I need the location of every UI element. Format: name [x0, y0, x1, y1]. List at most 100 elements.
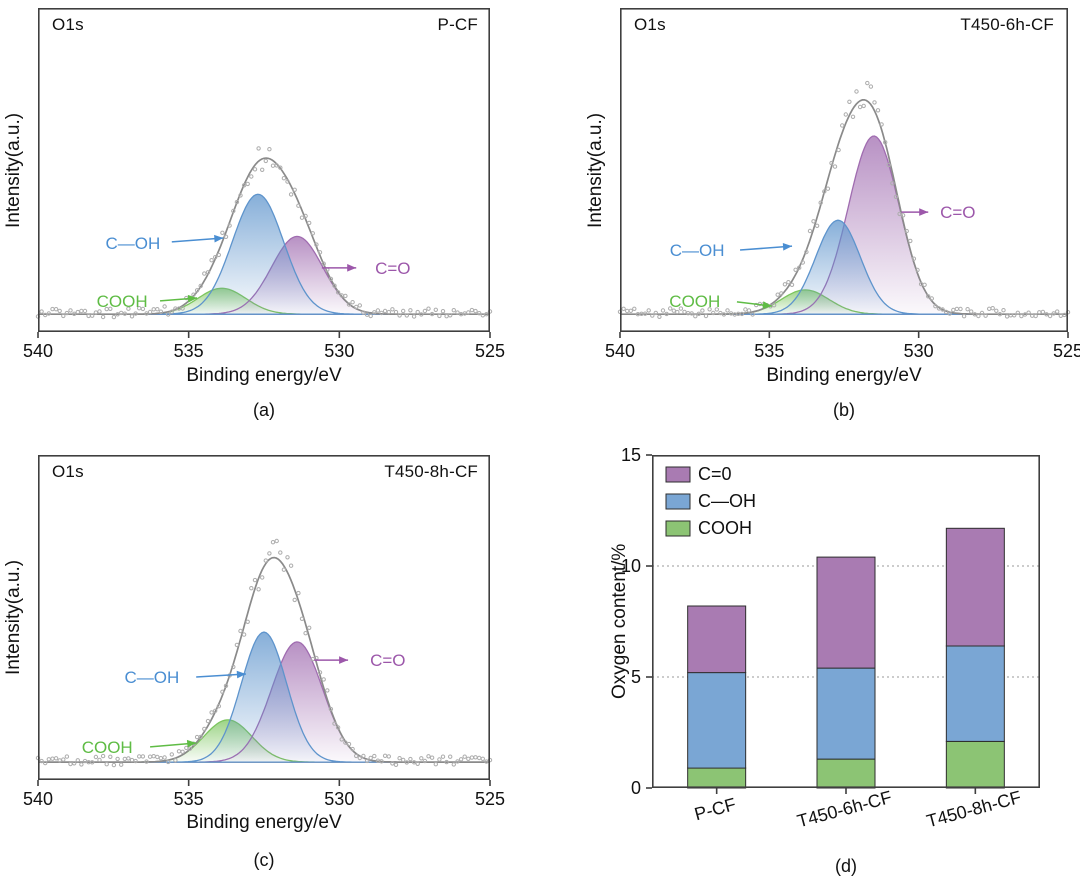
data-point	[173, 758, 178, 763]
x-tick-label: 530	[324, 789, 354, 809]
data-point	[307, 625, 312, 631]
data-point	[147, 754, 153, 759]
data-point	[317, 250, 323, 255]
data-point	[1012, 313, 1017, 318]
data-point	[361, 753, 366, 759]
data-point	[429, 311, 435, 317]
data-point	[241, 183, 247, 188]
data-point	[879, 122, 884, 127]
data-point	[274, 538, 279, 544]
data-point	[354, 304, 359, 310]
data-point	[79, 308, 84, 314]
data-point	[57, 308, 62, 314]
data-point	[415, 309, 420, 315]
data-point	[386, 309, 391, 315]
data-point	[915, 267, 920, 273]
data-point	[829, 160, 834, 166]
data-point	[961, 314, 967, 319]
data-point	[155, 307, 160, 312]
data-point	[252, 167, 258, 172]
raw-data-points	[617, 80, 1071, 319]
data-point	[1022, 312, 1028, 317]
data-point	[238, 193, 243, 198]
data-point	[119, 762, 124, 767]
data-point	[137, 754, 142, 759]
data-point	[411, 314, 417, 319]
data-point	[487, 309, 493, 314]
data-point	[1026, 310, 1031, 315]
peak-region-label-c: O1s	[52, 462, 84, 481]
data-point	[1044, 312, 1049, 317]
data-point	[419, 756, 424, 761]
data-point	[372, 753, 377, 759]
xps-spectrum-plot-b: 540 535 530 525 C—OH COOH C=O	[605, 8, 1080, 361]
data-point	[100, 753, 106, 759]
data-point	[997, 312, 1003, 317]
data-point	[484, 312, 489, 317]
data-point	[281, 567, 287, 572]
data-point	[194, 288, 200, 293]
data-point	[401, 308, 406, 314]
data-point	[487, 757, 493, 763]
data-point	[238, 628, 243, 634]
data-point	[144, 759, 149, 764]
data-point	[642, 311, 648, 316]
data-point	[234, 642, 240, 648]
data-point	[361, 310, 366, 315]
data-point	[1065, 310, 1071, 315]
data-point	[455, 759, 460, 764]
data-point	[469, 755, 475, 760]
data-point	[332, 283, 337, 288]
data-point	[162, 304, 167, 309]
annotation-arrow-head	[186, 739, 197, 748]
data-point	[976, 313, 981, 319]
legend-swatch	[665, 520, 691, 537]
data-point	[1062, 312, 1067, 318]
data-point	[473, 308, 478, 314]
data-point	[328, 706, 334, 712]
data-point	[292, 187, 297, 193]
data-point	[61, 757, 66, 762]
data-point	[234, 199, 240, 205]
data-point	[343, 740, 348, 745]
data-point	[46, 311, 52, 316]
data-point	[187, 746, 193, 751]
data-point	[147, 309, 153, 315]
legend-label: COOH	[698, 518, 752, 538]
data-point	[628, 308, 634, 313]
data-point	[216, 704, 222, 709]
annotation-arrow-head	[347, 264, 357, 272]
data-point	[804, 249, 809, 255]
x-tick-label: 535	[174, 341, 204, 361]
data-point	[448, 754, 453, 759]
bar-segment	[945, 645, 1005, 742]
data-point	[433, 307, 438, 312]
plot-border	[38, 8, 490, 332]
data-point	[263, 558, 269, 563]
data-point	[1055, 309, 1060, 314]
data-point	[364, 758, 370, 764]
bar-segment	[816, 758, 876, 789]
data-point	[79, 762, 84, 767]
data-point	[108, 306, 113, 311]
data-point	[904, 228, 909, 234]
data-point	[700, 308, 705, 313]
data-point	[194, 734, 200, 740]
data-point	[857, 104, 863, 110]
data-point	[307, 220, 312, 226]
data-point	[646, 308, 651, 313]
data-point	[653, 310, 658, 316]
data-point	[133, 758, 138, 764]
data-point	[270, 540, 276, 545]
data-point	[72, 311, 77, 316]
bar-segment	[945, 527, 1005, 647]
data-point	[746, 308, 752, 313]
data-point	[458, 757, 464, 762]
annotation-arrow-head	[762, 301, 772, 309]
data-point	[299, 616, 305, 622]
data-point	[216, 252, 222, 258]
data-point	[39, 309, 44, 314]
data-point	[397, 756, 402, 761]
data-point	[451, 762, 456, 767]
data-point	[346, 741, 352, 747]
